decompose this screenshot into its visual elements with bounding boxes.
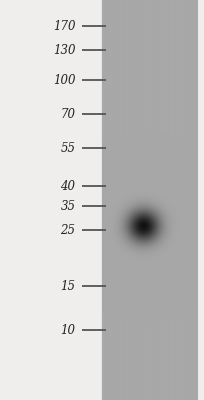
Text: 15: 15 xyxy=(60,280,75,292)
Text: 55: 55 xyxy=(60,142,75,154)
Text: 35: 35 xyxy=(60,200,75,212)
Text: 10: 10 xyxy=(60,324,75,336)
Text: 130: 130 xyxy=(53,44,75,56)
Text: 25: 25 xyxy=(60,224,75,236)
Text: 170: 170 xyxy=(53,20,75,32)
Text: 40: 40 xyxy=(60,180,75,192)
Bar xyxy=(102,0,198,400)
Text: 100: 100 xyxy=(53,74,75,86)
Text: 70: 70 xyxy=(60,108,75,120)
